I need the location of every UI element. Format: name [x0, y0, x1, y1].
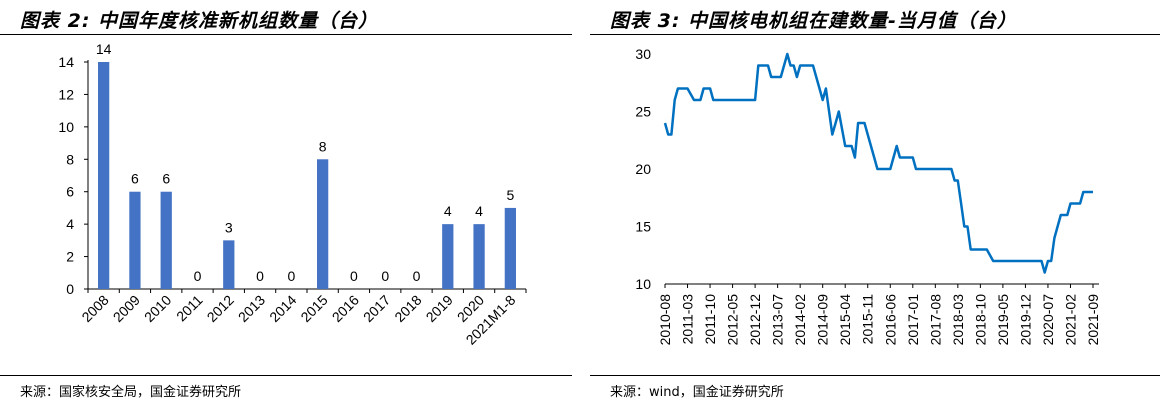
x-tick-label: 2017 — [360, 292, 393, 325]
x-tick-label: 2010-08 — [657, 294, 673, 346]
x-tick-label: 2018 — [391, 292, 424, 325]
x-tick-label: 2011 — [173, 292, 206, 325]
x-tick-label: 2015 — [297, 292, 330, 325]
y-tick-label: 25 — [635, 104, 651, 120]
x-tick-label: 2012 — [204, 292, 237, 325]
series-line — [663, 52, 1093, 274]
title-rule — [590, 34, 1160, 35]
chart-title: 图表 2: 中国年度核准新机组数量（台） — [20, 10, 379, 32]
data-label: 6 — [162, 171, 170, 187]
y-tick-label: 0 — [66, 281, 74, 297]
x-tick-label: 2009 — [110, 292, 143, 325]
line-chart: 10 15 20 25 30 2010-08 2011-03 2011-10 2012-05 20… — [635, 46, 1101, 346]
chart-panel-annual-approvals: 图表 2: 中国年度核准新机组数量（台） 0 2 4 6 8 10 12 14 14 2008 6 2… — [0, 0, 572, 412]
y-tick-label: 8 — [66, 151, 74, 167]
x-tick-label: 2014 — [266, 292, 299, 325]
bar — [98, 62, 110, 289]
bar — [473, 224, 485, 289]
x-tick-label: 2012-12 — [747, 294, 763, 346]
x-tick-label: 2017-01 — [905, 294, 921, 346]
y-tick-label: 15 — [635, 219, 651, 235]
x-tick-label: 2017-08 — [927, 294, 943, 346]
data-label: 0 — [350, 268, 358, 284]
x-tick-label: 2019 — [423, 292, 456, 325]
bar — [504, 207, 516, 289]
bar — [317, 159, 329, 289]
y-tick-label: 30 — [635, 46, 651, 62]
x-tick-label: 2013 — [235, 292, 268, 325]
x-tick-label: 2019-05 — [995, 294, 1011, 346]
x-tick-label: 2019-12 — [1017, 294, 1033, 346]
y-tick-label: 2 — [66, 249, 74, 265]
x-tick-label: 2014-02 — [792, 294, 808, 346]
x-tick-label: 2021-09 — [1085, 294, 1101, 346]
x-tick-label: 2011-10 — [702, 294, 718, 345]
x-tick-label: 2016-06 — [882, 294, 898, 346]
x-tick-label: 2016 — [329, 292, 362, 325]
y-tick-label: 12 — [58, 86, 74, 102]
source-rule — [0, 375, 572, 376]
x-tick-label: 2012-05 — [725, 294, 741, 346]
data-label: 4 — [475, 203, 483, 219]
y-tick-label: 20 — [635, 161, 651, 177]
x-tick-label: 2018-10 — [972, 294, 988, 346]
bar — [223, 240, 235, 289]
x-tick-label: 2018-03 — [950, 294, 966, 346]
x-tick-label: 2015-11 — [860, 294, 876, 345]
x-tick-label: 2013-07 — [770, 294, 786, 346]
chart-source: 来源：wind，国金证券研究所 — [610, 385, 784, 400]
x-tick-label: 2014-09 — [815, 294, 831, 346]
data-label: 6 — [131, 171, 139, 187]
data-label: 8 — [319, 138, 327, 154]
bar — [160, 191, 172, 289]
x-tick-label: 2015-04 — [837, 294, 853, 346]
title-rule — [0, 34, 572, 35]
x-tick-label: 2021-02 — [1062, 294, 1078, 346]
y-tick-label: 10 — [635, 276, 651, 292]
bar — [442, 224, 454, 289]
y-tick-label: 14 — [58, 54, 74, 70]
data-label: 0 — [381, 268, 389, 284]
source-rule — [590, 375, 1160, 376]
x-tick-label: 2020-07 — [1040, 294, 1056, 346]
data-label: 0 — [256, 268, 264, 284]
y-tick-label: 4 — [66, 216, 74, 232]
data-label: 4 — [444, 203, 452, 219]
data-label: 0 — [287, 268, 295, 284]
data-label: 5 — [506, 187, 514, 203]
chart-panel-under-construction: 图表 3: 中国核电机组在建数量-当月值（台） 10 15 20 25 30 2010-0… — [590, 0, 1160, 412]
data-label: 0 — [194, 268, 202, 284]
chart-source: 来源：国家核安全局，国金证券研究所 — [20, 385, 242, 400]
y-tick-label: 6 — [66, 184, 74, 200]
bar-chart: 0246810121414200862009620100201132012020… — [58, 41, 527, 348]
bar — [129, 191, 141, 289]
chart-title: 图表 3: 中国核电机组在建数量-当月值（台） — [610, 10, 1017, 32]
y-tick-label: 10 — [58, 119, 74, 135]
data-label: 0 — [413, 268, 421, 284]
x-tick-label: 2008 — [78, 292, 111, 325]
x-tick-label: 2011-03 — [680, 294, 696, 345]
data-label: 3 — [225, 219, 233, 235]
data-label: 14 — [96, 41, 112, 57]
x-tick-label: 2010 — [141, 292, 174, 325]
